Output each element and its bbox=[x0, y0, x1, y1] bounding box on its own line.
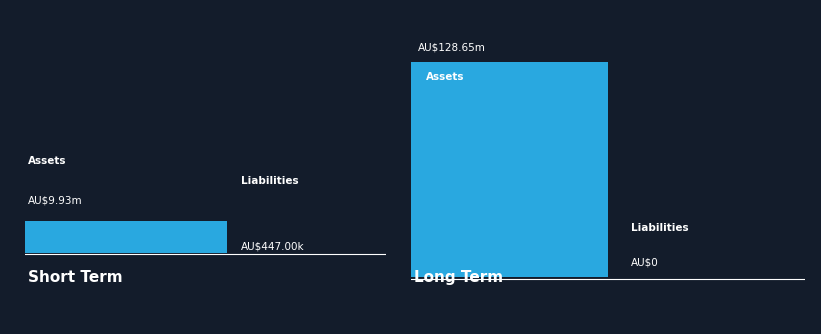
Bar bbox=[25, 220, 227, 253]
Text: AU$447.00k: AU$447.00k bbox=[241, 241, 305, 252]
Text: AU$9.93m: AU$9.93m bbox=[28, 196, 83, 206]
Text: AU$128.65m: AU$128.65m bbox=[419, 42, 486, 52]
Text: AU$0: AU$0 bbox=[631, 258, 659, 268]
Text: Short Term: Short Term bbox=[28, 270, 123, 285]
Text: Assets: Assets bbox=[426, 72, 465, 82]
Bar bbox=[410, 62, 608, 277]
Text: Long Term: Long Term bbox=[415, 270, 503, 285]
Text: Liabilities: Liabilities bbox=[241, 176, 299, 186]
Text: Assets: Assets bbox=[28, 156, 67, 166]
Text: Liabilities: Liabilities bbox=[631, 223, 689, 233]
